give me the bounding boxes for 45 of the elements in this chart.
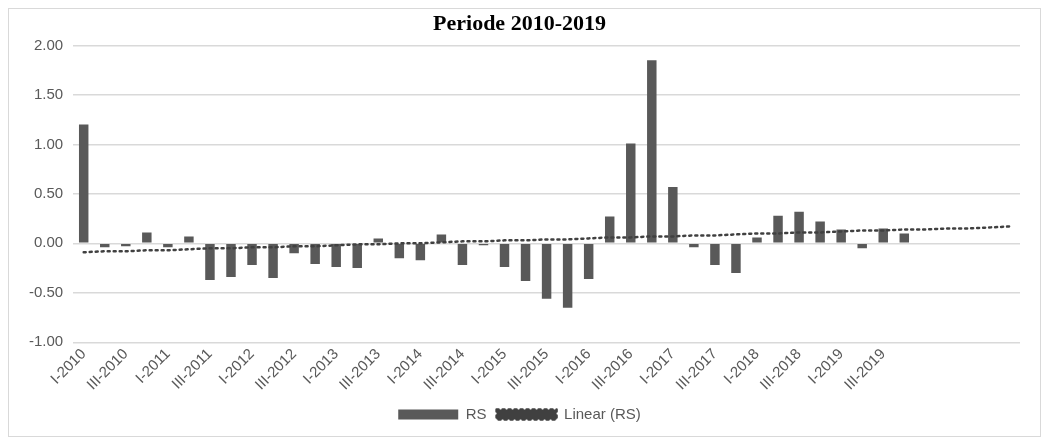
bar	[268, 244, 278, 278]
y-tick-label: -1.00	[28, 332, 64, 350]
bar	[899, 233, 910, 243]
bar	[773, 215, 783, 243]
bar	[668, 186, 678, 243]
bar	[794, 211, 804, 243]
bar	[583, 244, 594, 279]
bar	[247, 244, 257, 266]
y-tick-label: 0.50	[33, 183, 64, 201]
bar	[562, 244, 573, 308]
bar	[100, 244, 110, 248]
chart-title: Periode 2010-2019	[433, 9, 606, 35]
y-tick-label: 1.00	[33, 134, 64, 152]
bar	[689, 244, 699, 248]
line-series	[82, 225, 1011, 254]
y-tick-label: 1.50	[33, 85, 64, 103]
bar	[752, 237, 762, 243]
y-tick-label: -0.50	[28, 282, 64, 300]
y-tick-label: 2.00	[33, 35, 64, 53]
bar	[731, 244, 741, 274]
bar	[815, 221, 825, 243]
bar	[163, 244, 173, 248]
bar	[78, 124, 89, 243]
legend-label: Linear (RS)	[564, 404, 641, 422]
bar	[415, 244, 426, 261]
bar	[710, 244, 720, 266]
bar	[226, 244, 236, 277]
bar	[121, 244, 131, 247]
bar	[541, 244, 552, 299]
bar	[626, 143, 636, 243]
bar	[394, 244, 405, 259]
bar	[647, 60, 657, 243]
bar	[520, 244, 531, 281]
bar	[331, 244, 341, 268]
y-tick-label: 0.00	[33, 233, 64, 251]
bar	[857, 244, 867, 249]
bar	[205, 244, 215, 280]
bar	[310, 244, 320, 265]
bar	[373, 238, 384, 243]
bar	[499, 244, 510, 268]
bar	[142, 232, 152, 243]
bar	[184, 236, 194, 243]
legend-label: RS	[465, 404, 487, 422]
bar	[352, 244, 362, 269]
bar	[457, 244, 468, 266]
